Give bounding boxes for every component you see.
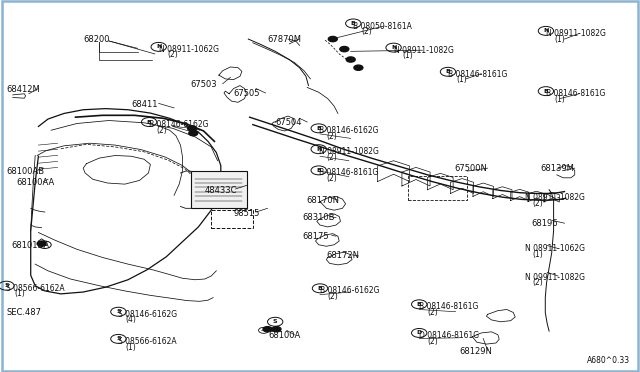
Circle shape — [328, 36, 337, 42]
Text: B: B — [147, 119, 152, 125]
Text: (1): (1) — [456, 76, 467, 84]
Text: N 09911-1082G: N 09911-1082G — [525, 273, 585, 282]
Text: S: S — [116, 309, 121, 314]
Text: A680^0.33: A680^0.33 — [588, 356, 630, 365]
Text: 68411: 68411 — [131, 100, 157, 109]
Bar — [211, 210, 253, 228]
Text: 68310B: 68310B — [303, 213, 335, 222]
Text: B: B — [317, 286, 323, 291]
Text: 68100A: 68100A — [269, 331, 301, 340]
Text: 98515: 98515 — [234, 209, 260, 218]
Text: S: S — [43, 242, 47, 247]
Text: N 08911-1062G: N 08911-1062G — [159, 45, 219, 54]
Text: SEC.487: SEC.487 — [6, 308, 42, 317]
Text: B: B — [316, 126, 321, 131]
Text: S: S — [116, 336, 121, 341]
Text: B 08146-8161G: B 08146-8161G — [546, 89, 605, 98]
Text: B 08146-8161G: B 08146-8161G — [419, 302, 479, 311]
Text: (1): (1) — [402, 51, 413, 60]
Text: 68196: 68196 — [531, 219, 558, 228]
Text: (2): (2) — [328, 292, 339, 301]
Bar — [408, 176, 467, 200]
Text: B: B — [543, 89, 548, 94]
Text: D 08146-8161G: D 08146-8161G — [419, 331, 479, 340]
Text: N: N — [391, 45, 396, 50]
Text: 67500N: 67500N — [454, 164, 487, 173]
Text: S: S — [4, 283, 9, 288]
Text: N: N — [156, 44, 161, 49]
Text: (1): (1) — [125, 343, 136, 352]
Text: (2): (2) — [532, 199, 543, 208]
Text: (2): (2) — [326, 132, 337, 141]
Circle shape — [346, 57, 355, 62]
Text: (2): (2) — [362, 27, 372, 36]
Text: (2): (2) — [427, 308, 438, 317]
Circle shape — [189, 131, 198, 136]
Text: N 08911-1062G: N 08911-1062G — [525, 244, 585, 253]
Circle shape — [263, 327, 272, 332]
Text: D: D — [417, 330, 422, 336]
Text: 67870M: 67870M — [268, 35, 301, 44]
Text: B 08146-8161G: B 08146-8161G — [319, 169, 378, 177]
Text: N: N — [543, 28, 548, 33]
Text: (1): (1) — [554, 95, 565, 104]
Text: N 08911-1082G: N 08911-1082G — [546, 29, 606, 38]
Text: B 08050-8161A: B 08050-8161A — [353, 22, 412, 31]
Text: (2): (2) — [427, 337, 438, 346]
Circle shape — [37, 241, 46, 246]
Text: 48433C: 48433C — [205, 186, 237, 195]
Text: B: B — [351, 21, 356, 26]
Text: N 08911-1082G: N 08911-1082G — [394, 46, 454, 55]
Text: (2): (2) — [532, 278, 543, 287]
Text: 68100AA: 68100AA — [16, 178, 54, 187]
Text: 67503: 67503 — [191, 80, 218, 89]
Text: (1): (1) — [14, 289, 25, 298]
Text: 68139M: 68139M — [541, 164, 575, 173]
Circle shape — [188, 126, 196, 131]
Text: 68100AB: 68100AB — [6, 167, 45, 176]
Text: (4): (4) — [125, 315, 136, 324]
Text: N: N — [316, 147, 321, 152]
Circle shape — [272, 327, 281, 332]
Circle shape — [340, 46, 349, 52]
Text: N 08911-1082G: N 08911-1082G — [525, 193, 585, 202]
Text: B 08146-6162G: B 08146-6162G — [149, 120, 209, 129]
Text: B 08146-8161G: B 08146-8161G — [448, 70, 508, 79]
Text: B 08146-6162G: B 08146-6162G — [319, 126, 378, 135]
Text: S 08146-6162G: S 08146-6162G — [118, 310, 177, 319]
Text: (2): (2) — [326, 153, 337, 162]
Text: 67504: 67504 — [275, 118, 301, 126]
Text: S: S — [273, 319, 278, 324]
Text: 68129N: 68129N — [460, 347, 492, 356]
Text: (2): (2) — [168, 50, 179, 59]
Text: 68200: 68200 — [83, 35, 109, 44]
Text: (2): (2) — [156, 126, 167, 135]
Text: S 08566-6162A: S 08566-6162A — [6, 284, 65, 293]
Text: B: B — [417, 302, 422, 307]
Text: 68170N: 68170N — [306, 196, 339, 205]
Bar — [191, 171, 247, 208]
Text: 68175: 68175 — [303, 232, 330, 241]
Text: 67505: 67505 — [234, 89, 260, 98]
Text: 68101BA: 68101BA — [12, 241, 50, 250]
Text: S 08566-6162A: S 08566-6162A — [118, 337, 177, 346]
Text: B 08146-6162G: B 08146-6162G — [320, 286, 380, 295]
Text: (1): (1) — [554, 35, 565, 44]
Text: N 08911-1082G: N 08911-1082G — [319, 147, 379, 156]
Text: B: B — [316, 168, 321, 173]
Circle shape — [354, 65, 363, 70]
Text: 68412M: 68412M — [6, 85, 40, 94]
Text: (1): (1) — [532, 250, 543, 259]
Text: 68172N: 68172N — [326, 251, 360, 260]
Text: B: B — [445, 69, 451, 74]
Text: (2): (2) — [326, 174, 337, 183]
